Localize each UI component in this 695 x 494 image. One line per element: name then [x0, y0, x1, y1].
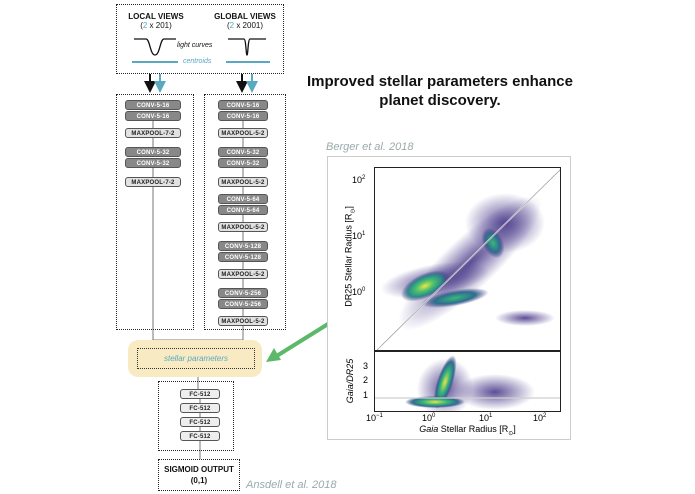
local-views-sub: (2 x 201): [140, 21, 172, 30]
scatter-density-bottom: [375, 355, 560, 411]
global-layer: CONV-5-256: [218, 299, 268, 309]
fc-layer: FC-512: [180, 403, 220, 413]
xtick-10: 101: [479, 413, 493, 423]
global-layer: CONV-5-64: [218, 205, 268, 215]
x-axis-label: Gaia Stellar Radius [R⊙]: [419, 424, 516, 437]
local-layer: CONV-5-16: [125, 100, 181, 110]
global-column-box: [204, 94, 286, 330]
global-views-title: GLOBAL VIEWS: [214, 12, 276, 21]
stellar-parameters-box: [137, 348, 255, 369]
local-layer: CONV-5-16: [125, 111, 181, 121]
centroids-line-local: [132, 61, 178, 63]
ytick-top-10: 101: [352, 231, 366, 241]
headline-line-2: planet discovery.: [379, 92, 501, 109]
global-views-sub: (2 x 2001): [226, 21, 264, 30]
output-value: (0,1): [190, 476, 208, 485]
plot-axes-top: [374, 167, 561, 351]
global-layer: CONV-5-32: [218, 147, 268, 157]
output-title: SIGMOID OUTPUT: [164, 465, 234, 474]
fc-layer: FC-512: [180, 431, 220, 441]
centroids-label: centroids: [183, 58, 212, 65]
local-layer: MAXPOOL-7-2: [125, 128, 181, 138]
global-layer: MAXPOOL-5-2: [218, 222, 268, 232]
stellar-parameters-highlight: [128, 340, 262, 377]
input-arrows: [144, 74, 258, 93]
xtick-1: 100: [422, 413, 436, 423]
plot-axes-bottom: [374, 351, 561, 412]
local-views-title: LOCAL VIEWS: [128, 12, 184, 21]
global-layer: CONV-5-128: [218, 241, 268, 251]
ytick-bottom-3: 3: [363, 361, 369, 371]
local-column-box: [116, 94, 194, 330]
fc-layer: FC-512: [180, 417, 220, 427]
ytick-top-1: 100: [352, 287, 366, 297]
stellar-parameters-label: stellar parameters: [163, 354, 229, 363]
light-curve-global: [228, 38, 266, 56]
global-layer: CONV-5-64: [218, 194, 268, 204]
local-layer: CONV-5-32: [125, 147, 181, 157]
global-layer: MAXPOOL-5-2: [218, 128, 268, 138]
output-box: [158, 459, 240, 491]
fc-box: [158, 381, 234, 451]
global-layer: CONV-5-256: [218, 288, 268, 298]
ytick-bottom-2: 2: [363, 375, 369, 385]
light-curve-local: [134, 38, 176, 56]
headline-line-1: Improved stellar parameters enhance: [307, 73, 573, 90]
fc-layer: FC-512: [180, 389, 220, 399]
centroids-line-global: [226, 61, 270, 63]
xtick-0.1: 10−1: [366, 413, 383, 423]
y-axis-label-top: DR25 Stellar Radius [R⊙]: [343, 206, 357, 307]
scatter-density-top: [376, 168, 560, 350]
ytick-top-100: 102: [352, 175, 366, 185]
light-curves-label: light curves: [177, 42, 213, 49]
global-layer: MAXPOOL-5-2: [218, 177, 268, 187]
global-layer: CONV-5-32: [218, 158, 268, 168]
ytick-bottom-1: 1: [363, 390, 369, 400]
global-layer: CONV-5-16: [218, 111, 268, 121]
local-layer: MAXPOOL-7-2: [125, 177, 181, 187]
global-layer: CONV-5-16: [218, 100, 268, 110]
citation-bottom: Ansdell et al. 2018: [246, 479, 337, 491]
input-views-box: [116, 4, 284, 74]
global-layer: MAXPOOL-5-2: [218, 316, 268, 326]
local-layer: CONV-5-32: [125, 158, 181, 168]
global-layer: CONV-5-128: [218, 252, 268, 262]
y-axis-label-bottom: Gaia/DR25: [345, 358, 355, 404]
global-layer: MAXPOOL-5-2: [218, 269, 268, 279]
citation-top: Berger et al. 2018: [326, 141, 414, 153]
xtick-100: 102: [533, 413, 547, 423]
